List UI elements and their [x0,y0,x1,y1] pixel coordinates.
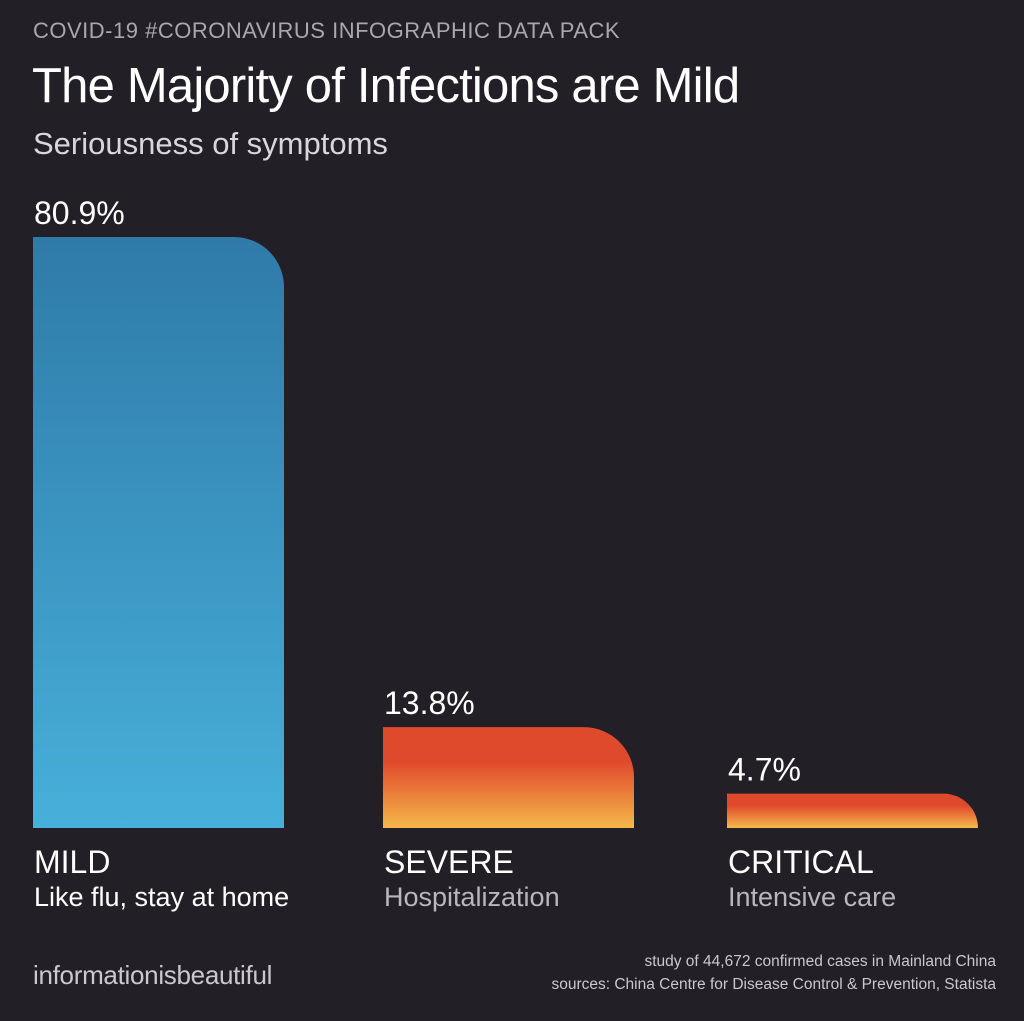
category-label-severe: SEVERE [384,844,514,880]
source-notes: study of 44,672 confirmed cases in Mainl… [551,950,996,996]
category-description-critical: Intensive care [728,882,896,912]
chart-subtitle: Seriousness of symptoms [33,126,388,161]
value-label-critical: 4.7% [728,752,801,788]
chart-title: The Majority of Infections are Mild [32,59,740,113]
bar-mild [33,237,284,828]
bar-critical [727,793,978,828]
sources-note: sources: China Centre for Disease Contro… [551,976,996,993]
bars-group [33,237,978,828]
category-description-mild: Like flu, stay at home [34,882,289,912]
category-label-mild: MILD [34,844,110,880]
bar-severe [383,727,634,828]
brand-logo-text: informationisbeautiful [33,960,273,990]
kicker-text: COVID-19 #CORONAVIRUS INFOGRAPHIC DATA P… [33,18,621,43]
category-description-severe: Hospitalization [384,882,560,912]
category-label-critical: CRITICAL [728,844,874,880]
value-label-severe: 13.8% [384,685,475,721]
study-note: study of 44,672 confirmed cases in Mainl… [644,953,996,970]
value-label-mild: 80.9% [34,195,125,231]
